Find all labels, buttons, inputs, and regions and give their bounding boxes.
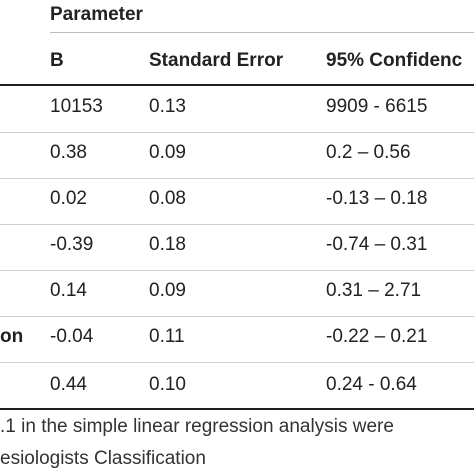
table-bottom-rule <box>0 408 474 410</box>
cell-confidence-interval: -0.13 – 0.18 <box>326 188 428 209</box>
cell-b: -0.04 <box>50 326 94 347</box>
row-divider <box>0 132 474 133</box>
row-divider <box>0 362 474 363</box>
column-header-confidence-interval: 95% Confidenc <box>326 50 463 71</box>
group-header-rule <box>50 32 474 33</box>
cell-confidence-interval: 9909 - 6615 <box>326 96 428 117</box>
footnote-line-2: esiologists Classification <box>0 448 206 469</box>
row-divider <box>0 224 474 225</box>
cell-confidence-interval: 0.31 – 2.71 <box>326 280 422 301</box>
footnote-line-1: .1 in the simple linear regression analy… <box>0 416 394 437</box>
group-header-parameter: Parameter <box>50 4 143 25</box>
cell-confidence-interval: -0.22 – 0.21 <box>326 326 428 347</box>
cell-standard-error: 0.13 <box>149 96 186 117</box>
cell-b: 0.44 <box>50 374 87 395</box>
column-header-b: B <box>50 50 64 71</box>
cell-b: 0.38 <box>50 142 87 163</box>
cell-standard-error: 0.09 <box>149 280 186 301</box>
cell-b: -0.39 <box>50 234 94 255</box>
cell-standard-error: 0.09 <box>149 142 186 163</box>
cell-standard-error: 0.18 <box>149 234 186 255</box>
row-divider <box>0 316 474 317</box>
cell-confidence-interval: -0.74 – 0.31 <box>326 234 428 255</box>
cell-b: 0.14 <box>50 280 87 301</box>
cell-b: 10153 <box>50 96 103 117</box>
cell-confidence-interval: 0.2 – 0.56 <box>326 142 411 163</box>
header-bottom-rule <box>0 84 474 86</box>
cell-standard-error: 0.10 <box>149 374 186 395</box>
row-divider <box>0 178 474 179</box>
cell-standard-error: 0.11 <box>149 326 185 347</box>
row-label: on <box>0 326 24 347</box>
cell-confidence-interval: 0.24 - 0.64 <box>326 374 417 395</box>
column-header-standard-error: Standard Error <box>149 50 284 71</box>
row-divider <box>0 270 474 271</box>
cell-standard-error: 0.08 <box>149 188 186 209</box>
cell-b: 0.02 <box>50 188 87 209</box>
